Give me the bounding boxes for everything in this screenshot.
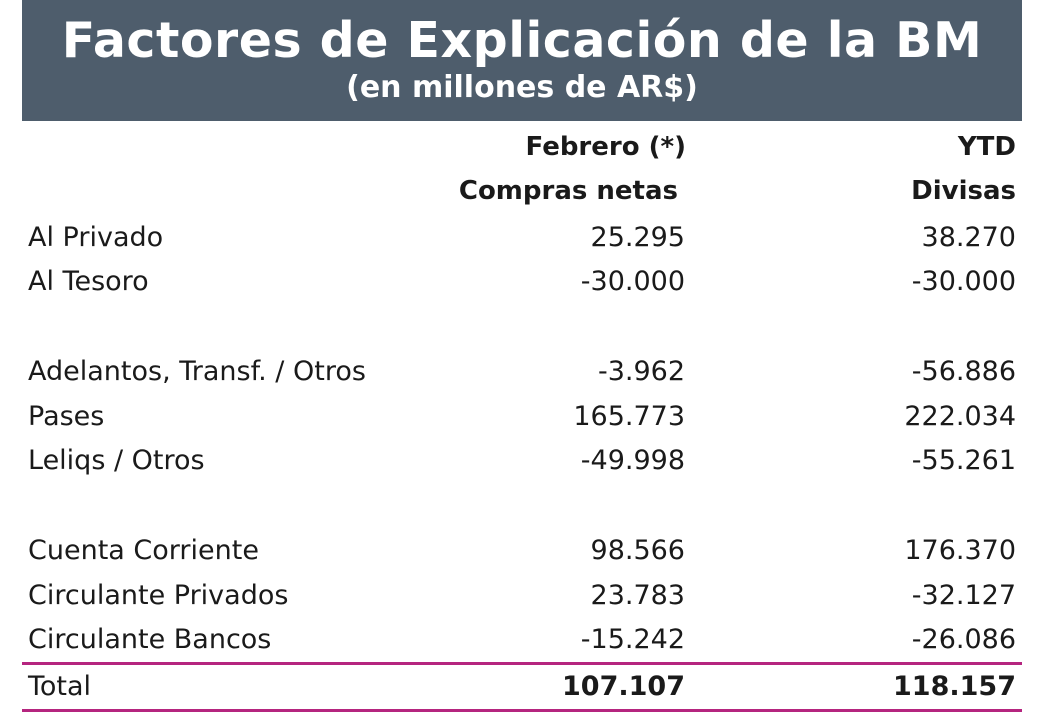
table-row: Adelantos, Transf. / Otros -3.962 -56.88… xyxy=(28,356,1016,396)
row-value-febrero: 25.295 xyxy=(590,222,685,253)
row-label: Al Tesoro xyxy=(28,266,149,297)
row-value-ytd: -26.086 xyxy=(911,624,1016,655)
row-value-febrero: -15.242 xyxy=(580,624,685,655)
title-banner: Factores de Explicación de la BM (en mil… xyxy=(22,0,1022,121)
row-value-febrero: 165.773 xyxy=(573,401,685,432)
table-row: Circulante Privados 23.783 -32.127 xyxy=(28,580,1016,620)
table-row: Al Tesoro -30.000 -30.000 xyxy=(28,266,1016,306)
row-label: Cuenta Corriente xyxy=(28,535,259,566)
row-label: Circulante Bancos xyxy=(28,624,272,655)
col1-header-line1: Febrero (*) xyxy=(525,132,686,162)
row-value-febrero: 23.783 xyxy=(590,580,685,611)
total-label: Total xyxy=(28,671,92,702)
row-value-ytd: -56.886 xyxy=(911,356,1016,387)
total-row: Total 107.107 118.157 xyxy=(28,671,1016,711)
row-value-ytd: -30.000 xyxy=(911,266,1016,297)
col2-header-line1: YTD xyxy=(957,132,1016,162)
table-row: Pases 165.773 222.034 xyxy=(28,401,1016,441)
col1-header-line2: Compras netas xyxy=(458,176,678,206)
row-label: Circulante Privados xyxy=(28,580,289,611)
row-label: Al Privado xyxy=(28,222,164,253)
table-row: Cuenta Corriente 98.566 176.370 xyxy=(28,535,1016,575)
total-bottom-rule xyxy=(22,709,1022,712)
row-value-ytd: 38.270 xyxy=(921,222,1016,253)
row-value-febrero: -49.998 xyxy=(580,445,685,476)
row-value-ytd: -55.261 xyxy=(911,445,1016,476)
total-value-febrero: 107.107 xyxy=(562,671,685,702)
table-row: Circulante Bancos -15.242 -26.086 xyxy=(28,624,1016,664)
row-label: Leliqs / Otros xyxy=(28,445,205,476)
col2-header-line2: Divisas xyxy=(911,176,1016,206)
row-value-ytd: -32.127 xyxy=(911,580,1016,611)
row-value-febrero: 98.566 xyxy=(590,535,685,566)
row-label: Adelantos, Transf. / Otros xyxy=(28,356,366,387)
total-top-rule xyxy=(22,662,1022,665)
row-value-ytd: 176.370 xyxy=(904,535,1016,566)
table-row: Leliqs / Otros -49.998 -55.261 xyxy=(28,445,1016,485)
table-row: Al Privado 25.295 38.270 xyxy=(28,222,1016,262)
total-value-ytd: 118.157 xyxy=(893,671,1016,702)
row-value-febrero: -3.962 xyxy=(597,356,685,387)
row-value-ytd: 222.034 xyxy=(904,401,1016,432)
table-subtitle: (en millones de AR$) xyxy=(346,70,698,105)
table-title: Factores de Explicación de la BM xyxy=(61,12,983,69)
row-label: Pases xyxy=(28,401,105,432)
row-value-febrero: -30.000 xyxy=(580,266,685,297)
